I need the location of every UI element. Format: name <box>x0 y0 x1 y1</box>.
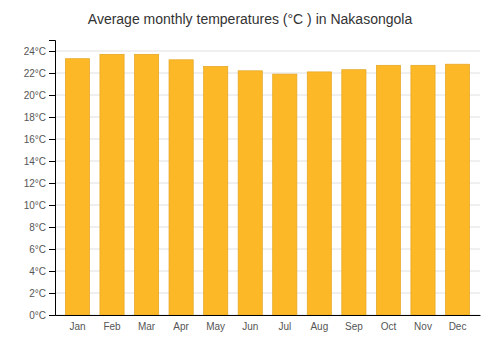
bar <box>204 66 228 315</box>
x-tick: Jun <box>242 315 258 332</box>
y-tick-label: 0°C <box>29 310 46 321</box>
chart: Average monthly temperatures (°C ) in Na… <box>0 0 500 350</box>
bar <box>445 64 469 315</box>
bar <box>238 71 262 315</box>
x-axis-line <box>56 315 481 316</box>
y-tick: 8°C <box>29 222 55 233</box>
x-tick-label: Feb <box>103 321 121 332</box>
y-tick-mark <box>49 139 55 140</box>
x-tick: Aug <box>310 315 328 332</box>
x-tick-label: Oct <box>381 321 397 332</box>
x-tick-label: Apr <box>173 321 189 332</box>
y-tick: 20°C <box>24 90 55 101</box>
y-tick-mark <box>49 315 55 316</box>
bar <box>342 70 366 315</box>
y-tick: 16°C <box>24 134 55 145</box>
x-tick: May <box>206 315 225 332</box>
y-tick-mark <box>49 51 55 52</box>
grid <box>55 51 480 315</box>
y-tick: 22°C <box>24 68 55 79</box>
grid-line <box>55 51 480 52</box>
y-tick: 10°C <box>24 200 55 211</box>
bar <box>100 54 124 315</box>
y-tick-mark <box>49 73 55 74</box>
y-tick-mark <box>49 95 55 96</box>
y-tick-label: 24°C <box>24 46 46 57</box>
y-axis: 0°C 2°C 4°C 6°C 8°C 10°C 12°C 14°C 16°C 18°C 20°C 2… <box>24 41 56 321</box>
y-tick-mark <box>49 227 55 228</box>
x-tick-label: Jul <box>278 321 291 332</box>
x-tick: Dec <box>449 315 467 332</box>
y-tick-mark <box>49 293 55 294</box>
bar <box>376 65 400 315</box>
x-tick: Nov <box>414 315 432 332</box>
bar <box>134 54 158 315</box>
y-tick-label: 8°C <box>29 222 46 233</box>
bar <box>169 60 193 315</box>
y-tick-mark <box>49 161 55 162</box>
x-tick-label: Jan <box>69 321 85 332</box>
y-tick-mark <box>49 249 55 250</box>
y-tick-label: 20°C <box>24 90 46 101</box>
y-tick: 2°C <box>29 288 55 299</box>
y-tick-label: 12°C <box>24 178 46 189</box>
y-tick: 12°C <box>24 178 55 189</box>
x-tick: Mar <box>138 315 156 332</box>
x-tick: Jul <box>278 315 291 332</box>
x-tick-label: Dec <box>449 321 467 332</box>
y-tick-mark <box>49 117 55 118</box>
y-tick-label: 16°C <box>24 134 46 145</box>
bar <box>65 59 89 315</box>
y-tick-label: 2°C <box>29 288 46 299</box>
x-tick: Oct <box>381 315 397 332</box>
y-tick: 24°C <box>24 46 55 57</box>
y-tick: 4°C <box>29 266 55 277</box>
y-tick-mark <box>49 205 55 206</box>
x-tick-label: Mar <box>138 321 156 332</box>
y-tick-label: 18°C <box>24 112 46 123</box>
x-tick: Jan <box>69 315 85 332</box>
bar <box>411 65 435 315</box>
y-tick: 6°C <box>29 244 55 255</box>
bars <box>65 54 469 315</box>
x-tick: Feb <box>103 315 121 332</box>
y-axis-line <box>49 41 56 316</box>
y-tick-mark <box>49 183 55 184</box>
y-tick-label: 10°C <box>24 200 46 211</box>
x-tick: Apr <box>173 315 189 332</box>
x-tick: Sep <box>345 315 363 332</box>
y-tick-label: 14°C <box>24 156 46 167</box>
bar <box>273 74 297 315</box>
bar <box>307 72 331 315</box>
y-tick: 0°C <box>29 310 55 321</box>
y-tick-mark <box>49 271 55 272</box>
y-tick: 14°C <box>24 156 55 167</box>
x-tick-label: May <box>206 321 225 332</box>
x-tick-label: Sep <box>345 321 363 332</box>
y-tick-label: 22°C <box>24 68 46 79</box>
x-axis: Jan Feb Mar Apr May Jun Jul Aug Sep Oct Nov Dec <box>56 315 481 332</box>
title: Average monthly temperatures (°C ) in Na… <box>88 11 413 27</box>
plot: 0°C 2°C 4°C 6°C 8°C 10°C 12°C 14°C 16°C 18°C 20°C 2… <box>24 41 481 333</box>
y-tick-label: 4°C <box>29 266 46 277</box>
x-tick-label: Nov <box>414 321 432 332</box>
x-tick-label: Jun <box>242 321 258 332</box>
y-tick: 18°C <box>24 112 55 123</box>
y-tick-label: 6°C <box>29 244 46 255</box>
x-tick-label: Aug <box>310 321 328 332</box>
